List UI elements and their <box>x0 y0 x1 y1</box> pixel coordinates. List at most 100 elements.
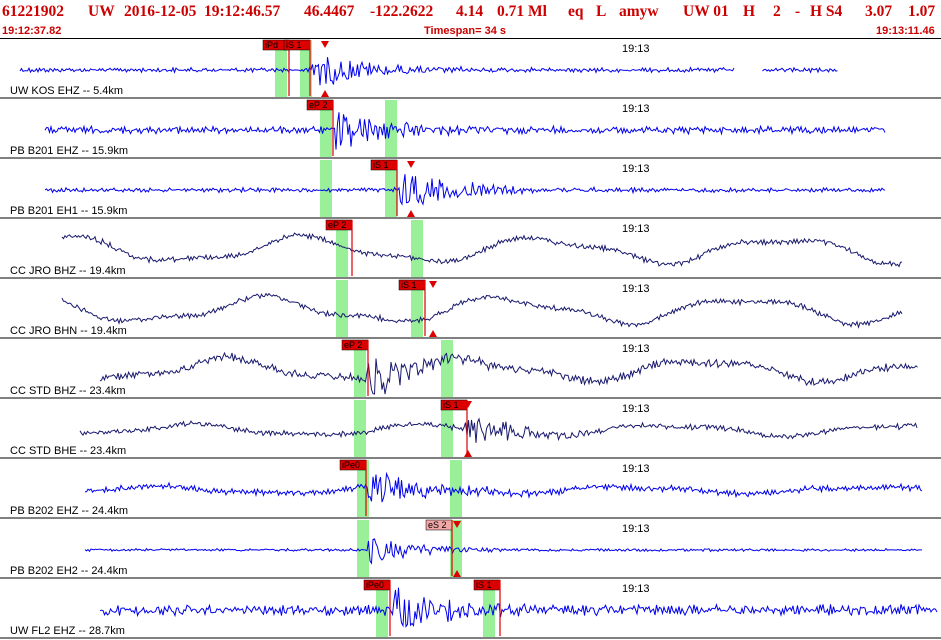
event-id: 61221902 <box>2 3 64 20</box>
trace-row[interactable]: eS 2 19:13 PB B202 EH2 -- 24.4km <box>0 519 941 579</box>
trace-row[interactable]: eP 2 19:13 PB B201 EHZ -- 15.9km <box>0 99 941 159</box>
pick-label: iPd <box>265 40 278 50</box>
station-label: UW FL2 EHZ -- 28.7km <box>10 625 125 637</box>
minute-label: 19:13 <box>622 103 650 115</box>
minute-label: 19:13 <box>622 223 650 235</box>
window-start-time: 19:12:37.82 <box>2 25 62 37</box>
pick-label: eS 2 <box>428 520 447 530</box>
pick-label: iPe0 <box>366 580 384 590</box>
erh-value: 1.07 <box>908 3 936 20</box>
event-author: amyw <box>619 3 659 20</box>
pick-up-arrow-icon <box>407 210 415 217</box>
trace-row[interactable]: iPe0 iS 1 19:13 UW FL2 EHZ -- 28.7km <box>0 579 941 639</box>
waveform-trace <box>61 232 903 268</box>
p-window-marker <box>275 40 287 97</box>
pick-up-arrow-icon <box>321 90 329 97</box>
pick-up-arrow-icon <box>464 450 472 457</box>
trace-row[interactable]: eP 2 19:13 CC JRO BHZ -- 19.4km <box>0 219 941 279</box>
pick-up-arrow-icon <box>429 330 437 337</box>
pick-label: iPe0 <box>342 460 360 470</box>
event-depth: 4.14 <box>456 3 484 20</box>
waveform-trace <box>99 351 918 395</box>
waveform-trace <box>44 174 886 206</box>
s-window-marker <box>441 340 453 397</box>
waveform-trace <box>84 538 923 565</box>
pick-down-arrow-icon <box>464 401 472 408</box>
pick-label: iS 1 <box>373 160 389 170</box>
trace-row[interactable]: iS 1 19:13 CC STD BHE -- 23.4km <box>0 399 941 459</box>
station-label: PB B202 EHZ -- 24.4km <box>10 505 128 517</box>
pick-label: eP 2 <box>309 100 327 110</box>
seismogram-panel[interactable]: iPd iS 1 19:13 UW KOS EHZ -- 5.4km eP 2 19:13… <box>0 38 941 640</box>
p-window-marker <box>354 340 366 397</box>
event-status: H S4 <box>810 3 843 20</box>
rms-value: 3.07 <box>865 3 893 20</box>
network-code: UW <box>88 3 115 20</box>
station-label: PB B202 EH2 -- 24.4km <box>10 565 127 577</box>
p-window-marker <box>336 220 348 277</box>
pick-label: iS 1 <box>476 580 492 590</box>
trace-row[interactable]: eP 2 19:13 CC STD BHZ -- 23.4km <box>0 339 941 399</box>
minute-label: 19:13 <box>622 583 650 595</box>
p-window-marker <box>354 400 366 457</box>
event-type: eq <box>568 3 584 20</box>
event-summary-line: 61221902 UW 2016-12-05 19:12:46.57 46.44… <box>0 3 941 23</box>
pick-label: iS 1 <box>401 280 417 290</box>
event-header: 61221902 UW 2016-12-05 19:12:46.57 46.44… <box>0 0 941 38</box>
minute-label: 19:13 <box>622 523 650 535</box>
waveform-trace <box>44 112 886 150</box>
event-longitude: -122.2622 <box>370 3 434 20</box>
s-window-marker <box>385 100 397 157</box>
waveform-trace <box>79 417 918 443</box>
pick-down-arrow-icon <box>407 161 415 168</box>
waveform-trace <box>61 292 903 329</box>
window-end-time: 19:13:11.46 <box>876 25 935 37</box>
event-time: 19:12:46.57 <box>204 3 281 20</box>
station-label: PB B201 EHZ -- 15.9km <box>10 145 128 157</box>
pick-label: eP 2 <box>344 340 362 350</box>
pick-label: eP 2 <box>328 220 346 230</box>
station-label: CC STD BHE -- 23.4km <box>10 445 126 457</box>
p-window-marker <box>376 580 388 637</box>
trace-row[interactable]: iS 1 19:13 PB B201 EH1 -- 15.9km <box>0 159 941 219</box>
s-window-marker <box>411 280 423 337</box>
waveform-trace <box>19 57 838 86</box>
pick-label: iS 1 <box>286 40 302 50</box>
trace-row[interactable]: iPd iS 1 19:13 UW KOS EHZ -- 5.4km <box>0 39 941 99</box>
s-window-marker <box>450 460 462 517</box>
pick-up-arrow-icon <box>453 570 461 577</box>
quality-code: H <box>743 3 756 20</box>
event-flags: L <box>596 3 607 20</box>
minute-label: 19:13 <box>622 343 650 355</box>
minute-label: 19:13 <box>622 43 650 55</box>
timespan-label: Timespan= 34 s <box>424 25 507 37</box>
waveform-trace <box>99 587 938 628</box>
waveform-trace <box>85 471 923 503</box>
p-window-marker <box>336 280 348 337</box>
pick-label: iS 1 <box>443 400 459 410</box>
s-window-marker <box>441 400 453 457</box>
pick-down-arrow-icon <box>429 281 437 288</box>
station-label: PB B201 EH1 -- 15.9km <box>10 205 127 217</box>
p-window-marker <box>320 160 332 217</box>
station-label: CC JRO BHZ -- 19.4km <box>10 265 126 277</box>
pick-down-arrow-icon <box>321 41 329 48</box>
s-window-marker <box>385 160 397 217</box>
minute-label: 19:13 <box>622 163 650 175</box>
minute-label: 19:13 <box>622 463 650 475</box>
event-magnitude: 0.71 Ml <box>497 3 547 20</box>
station-label: CC JRO BHN -- 19.4km <box>10 325 127 337</box>
event-latitude: 46.4467 <box>304 3 355 20</box>
separator-dash: - <box>795 3 801 20</box>
agency-code: UW 01 <box>683 3 729 20</box>
trace-row[interactable]: iPe0 19:13 PB B202 EHZ -- 24.4km <box>0 459 941 519</box>
p-window-marker <box>357 520 369 577</box>
trace-row[interactable]: iS 1 19:13 CC JRO BHN -- 19.4km <box>0 279 941 339</box>
s-window-marker <box>411 220 423 277</box>
minute-label: 19:13 <box>622 403 650 415</box>
minute-label: 19:13 <box>622 283 650 295</box>
station-label: UW KOS EHZ -- 5.4km <box>10 85 123 97</box>
station-label: CC STD BHZ -- 23.4km <box>10 385 126 397</box>
pick-down-arrow-icon <box>453 521 461 528</box>
phase-count: 2 <box>773 3 781 20</box>
